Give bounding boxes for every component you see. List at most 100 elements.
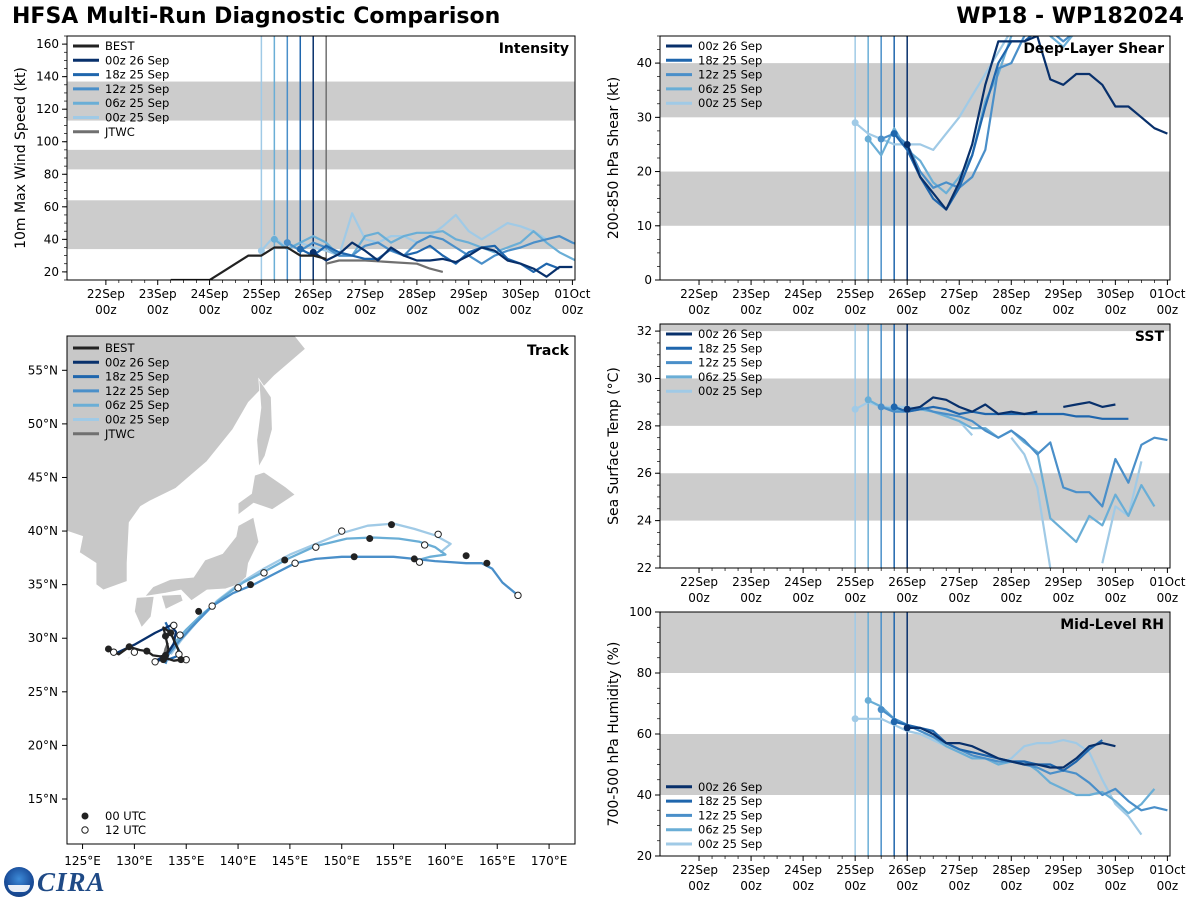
legend-marker-00utc (81, 812, 89, 820)
track-marker-00utc (281, 556, 289, 564)
x-tick-hour-label: 00z (844, 879, 866, 893)
legend-label: 00z 26 Sep (698, 780, 762, 794)
legend-label: 06z 25 Sep (698, 82, 762, 96)
track-marker-12utc (234, 584, 242, 592)
series-line-12z-25-sep (880, 36, 1072, 189)
x-tick-date-label: 24Sep (191, 287, 229, 301)
legend-label: JTWC (104, 125, 135, 139)
x-tick-date-label: 27Sep (940, 863, 978, 877)
series-line-06z-25-sep (273, 230, 575, 262)
x-tick-date-label: 30Sep (502, 287, 540, 301)
track-marker-00utc (247, 581, 255, 589)
threshold-band (660, 324, 1170, 332)
panel-title: Intensity (499, 41, 569, 57)
x-tick-hour-label: 00z (948, 303, 970, 317)
lat-tick-label: 50°N (28, 417, 58, 431)
track-marker-12utc (208, 602, 216, 610)
series-start-marker (903, 724, 911, 732)
x-tick-date-label: 27Sep (940, 575, 978, 589)
legend-label: 18z 25 Sep (698, 53, 762, 67)
series-line-12z-25-sep (286, 235, 575, 265)
y-tick-label: 22 (637, 561, 652, 575)
track-marker-12utc (434, 530, 442, 538)
y-tick-label: 10 (637, 219, 652, 233)
legend-label: 18z 25 Sep (105, 370, 169, 384)
land-polygon (133, 595, 155, 629)
track-marker-00utc (387, 521, 395, 529)
lon-tick-label: 125°E (64, 854, 101, 868)
series-start-marker (890, 403, 898, 411)
x-tick-date-label: 25Sep (242, 287, 280, 301)
logo-text: CIRA (37, 866, 106, 897)
y-tick-label: 140 (36, 70, 59, 84)
series-start-marker (851, 715, 859, 723)
series-line-00z-26-sep (907, 396, 1116, 416)
legend-label: 06z 25 Sep (698, 370, 762, 384)
y-tick-label: 80 (637, 666, 652, 680)
x-tick-date-label: 23Sep (139, 287, 177, 301)
lon-tick-label: 155°E (375, 854, 412, 868)
track-panel: 125°E 130°E 135°E 140°E 145°E 150°E 155°E 160°E… (28, 335, 576, 868)
series-line-00z-26-sep (312, 241, 573, 278)
x-tick-date-label: 28Sep (992, 575, 1030, 589)
y-axis-label: 200-850 hPa Shear (kt) (606, 77, 622, 239)
x-tick-date-label: 26Sep (888, 863, 926, 877)
series-start-marker (270, 235, 278, 243)
x-tick-date-label: 22Sep (680, 575, 718, 589)
series-start-marker (864, 396, 872, 404)
legend-marker-12utc (81, 826, 89, 834)
y-tick-label: 28 (637, 419, 652, 433)
track-marker-00utc (167, 629, 175, 637)
legend-label: 00z 26 Sep (105, 53, 169, 67)
track-marker-00utc (483, 559, 491, 567)
y-tick-label: 20 (637, 849, 652, 863)
x-tick-hour-label: 00z (1053, 303, 1075, 317)
lat-tick-label: 25°N (28, 685, 58, 699)
lon-tick-label: 160°E (427, 854, 464, 868)
series-start-marker (257, 247, 265, 255)
lat-tick-label: 45°N (28, 470, 58, 484)
x-tick-hour-label: 00z (1053, 591, 1075, 605)
x-tick-hour-label: 00z (1000, 879, 1022, 893)
track-marker-12utc (420, 541, 429, 549)
x-tick-date-label: 30Sep (1096, 863, 1134, 877)
x-tick-hour-label: 00z (896, 591, 918, 605)
legend-label: 18z 25 Sep (698, 794, 762, 808)
y-tick-label: 0 (644, 273, 652, 287)
legend-label: 06z 25 Sep (698, 823, 762, 837)
shear-panel: 0 10 20 30 40 22Sep 00z 23Sep 00z 24Sep 00z 25Sep 00… (606, 35, 1186, 317)
y-tick-label: 26 (637, 466, 652, 480)
x-tick-hour-label: 00z (1000, 303, 1022, 317)
y-tick-label: 24 (637, 514, 652, 528)
legend-label: 12z 25 Sep (105, 82, 169, 96)
track-marker-12utc (151, 658, 159, 666)
track-marker-12utc (130, 648, 139, 656)
x-tick-hour-label: 00z (510, 303, 532, 317)
track-marker-00utc (462, 552, 470, 560)
x-tick-date-label: 29Sep (1044, 287, 1082, 301)
legend-label: 00z 26 Sep (698, 39, 762, 53)
x-tick-hour-label: 00z (844, 303, 866, 317)
intensity-plot-area (67, 36, 575, 280)
x-tick-date-label: 01Oct (554, 287, 590, 301)
series-line-12z-25-sep (880, 405, 1168, 508)
y-tick-label: 20 (44, 265, 59, 279)
track-line-06z-25-sep (166, 536, 447, 654)
legend-label: 00z 25 Sep (105, 413, 169, 427)
series-start-marker (877, 135, 885, 143)
x-tick-date-label: 01Oct (1149, 287, 1185, 301)
series-start-marker (864, 696, 872, 704)
series-line-18z-25-sep (893, 405, 1129, 420)
y-axis-label: 10m Max Wind Speed (kt) (13, 67, 29, 249)
series-start-marker (903, 140, 911, 148)
track-marker-12utc (176, 631, 184, 639)
noaa-emblem-icon (4, 867, 34, 897)
sst-panel: 22 24 26 28 30 32 22Sep 00z 23Sep 00z 24Sep 00z 25Se… (606, 323, 1186, 605)
x-tick-date-label: 30Sep (1096, 287, 1134, 301)
track-marker-12utc (109, 648, 118, 656)
track-map-area (67, 336, 522, 681)
x-tick-date-label: 28Sep (992, 287, 1030, 301)
land-polygon (109, 673, 117, 681)
legend-label: 00z 25 Sep (698, 384, 762, 398)
